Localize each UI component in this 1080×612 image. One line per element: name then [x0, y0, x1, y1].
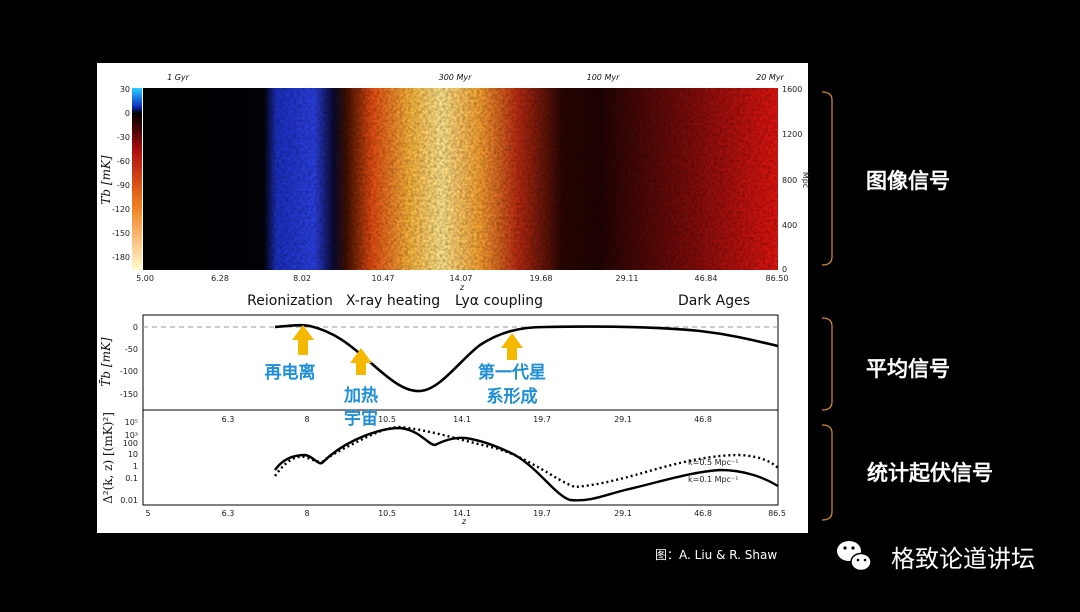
z-tick: 8.02: [293, 274, 311, 283]
mean-x-tick: 6.3: [222, 415, 235, 424]
mean-y-tick: 0: [133, 323, 138, 332]
colorbar-tick: 30: [120, 85, 130, 94]
power-k01: [274, 426, 779, 502]
heatmap-texture: [143, 88, 778, 270]
side-label: 图像信号: [866, 169, 950, 193]
depth-label: Mpc: [801, 172, 810, 188]
depth-tick: 400: [782, 221, 797, 230]
mean-y-tick: -50: [125, 345, 138, 354]
power-x-tick: 10.5: [378, 509, 396, 518]
caption: 图：A. Liu & R. Shaw: [655, 548, 777, 562]
top-axis-label: 100 Myr: [587, 73, 620, 82]
power-x-tick: 8: [304, 509, 309, 518]
colorbar-tick: -30: [117, 133, 130, 142]
y-label: Tb [mK]: [99, 155, 113, 205]
annotation: 加热: [343, 385, 378, 406]
mean-y-tick: -150: [120, 390, 138, 399]
arrows: [292, 325, 523, 375]
power-y-tick: 1: [133, 462, 138, 471]
colorbar: [132, 88, 142, 270]
legend-entry: k=0.1 Mpc⁻¹: [688, 475, 738, 484]
annotation: 宇宙: [344, 408, 378, 429]
side-label: 平均信号: [866, 357, 950, 381]
depth-tick: 1200: [782, 130, 802, 139]
mean-x-tick: 29.1: [614, 415, 632, 424]
brand: 格致论道讲坛: [891, 545, 1035, 573]
era-label: X-ray heating: [346, 293, 440, 309]
mean-curve: [274, 323, 779, 393]
z-tick: 10.47: [372, 274, 395, 283]
mean-y-tick: -100: [120, 367, 138, 376]
z-tick: 46.84: [695, 274, 718, 283]
power-frame: [142, 409, 779, 506]
colorbar-tick: -90: [117, 181, 130, 190]
depth-tick: 1600: [782, 85, 802, 94]
power-k05: [274, 425, 779, 489]
legend-entry: k=0.5 Mpc⁻¹: [688, 458, 738, 467]
z-tick: 19.68: [530, 274, 553, 283]
power-y-tick: 0.1: [125, 474, 138, 483]
z-tick: 29.11: [616, 274, 639, 283]
colorbar-tick: -180: [112, 253, 130, 262]
mean-x-tick: 19.7: [533, 415, 551, 424]
mean-x-tick: 10.5: [378, 415, 396, 424]
z-label: z: [459, 283, 465, 292]
mean-x-tick: 8: [304, 415, 309, 424]
depth-tick: 0: [782, 265, 787, 274]
annotation: 第一代星: [478, 362, 546, 383]
top-axis-label: 20 Myr: [756, 73, 784, 82]
era-label: Reionization: [247, 293, 333, 309]
power-y-tick: 10: [128, 450, 138, 459]
mean-x-tick: 14.1: [453, 415, 471, 424]
annotation: 系形成: [487, 386, 538, 407]
top-axis-label: 1 Gyr: [167, 73, 190, 82]
colorbar-tick: -150: [112, 229, 130, 238]
power-x-tick: 19.7: [533, 509, 551, 518]
power-x-label: z: [461, 517, 467, 526]
top-axis-label: 300 Myr: [439, 73, 472, 82]
power-x-tick: 29.1: [614, 509, 632, 518]
side-label: 统计起伏信号: [867, 461, 993, 485]
mean-y-label: T̄b [mK]: [98, 337, 113, 387]
power-x-tick: 6.3: [222, 509, 235, 518]
z-tick: 6.28: [211, 274, 229, 283]
colorbar-tick: -60: [117, 157, 130, 166]
power-y-tick: 10⁵: [125, 418, 138, 427]
depth-tick: 800: [782, 176, 797, 185]
power-x-tick: 46.8: [694, 509, 712, 518]
colorbar-tick: 0: [125, 109, 130, 118]
power-x-tick: 5: [145, 509, 150, 518]
power-x-tick: 14.1: [453, 509, 471, 518]
era-label: Lyα coupling: [455, 293, 543, 309]
brackets: [821, 91, 833, 521]
colorbar-tick: -120: [112, 205, 130, 214]
z-tick: 14.07: [450, 274, 473, 283]
power-y-tick: 10³: [125, 431, 138, 440]
power-x-tick: 86.5: [768, 509, 786, 518]
power-y-tick: 100: [123, 439, 138, 448]
power-y-label: Δ²(k, z) [(mK)²]: [101, 412, 115, 504]
era-label: Dark Ages: [678, 293, 750, 309]
z-tick: 5.00: [136, 274, 154, 283]
wechat-logo: [837, 541, 872, 572]
power-y-tick: 0.01: [120, 496, 138, 505]
annotation: 再电离: [265, 362, 316, 383]
mean-x-tick: 46.8: [694, 415, 712, 424]
z-tick: 86.50: [766, 274, 789, 283]
